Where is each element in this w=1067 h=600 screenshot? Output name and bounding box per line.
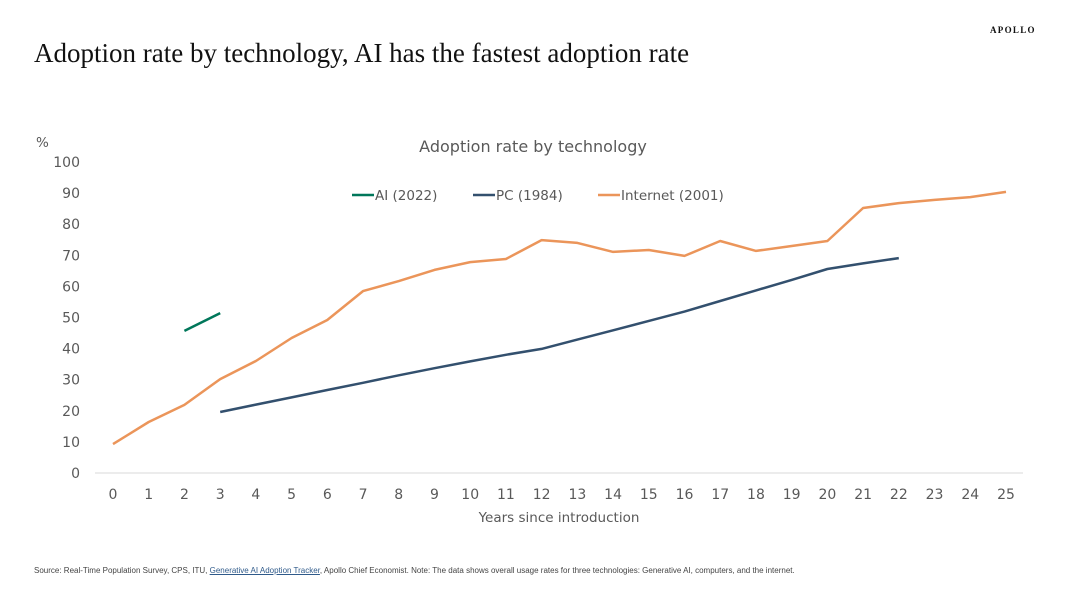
y-tick-label: 100: [53, 155, 80, 171]
x-tick-label: 11: [497, 487, 515, 503]
apollo-logo: APOLLO: [990, 25, 1036, 35]
x-tick-label: 9: [430, 487, 439, 503]
legend: AI (2022) PC (1984) Internet (2001): [352, 188, 724, 204]
x-axis-label: Years since introduction: [478, 510, 640, 526]
y-tick-label: 60: [62, 279, 80, 295]
source-note: Source: Real-Time Population Survey, CPS…: [34, 566, 795, 575]
y-tick-label: 40: [62, 342, 80, 358]
y-tick-label: 90: [62, 186, 80, 202]
y-tick-label: 20: [62, 404, 80, 420]
x-axis-ticks: 0 1 2 3 4 5 6 7 8 9 10 11 12 13 14 15 16 17 18 19 20 21 22 23 24…: [109, 487, 1015, 503]
x-tick-label: 7: [359, 487, 368, 503]
x-tick-label: 13: [568, 487, 586, 503]
x-tick-label: 3: [216, 487, 225, 503]
y-tick-label: 70: [62, 248, 80, 264]
legend-label: AI (2022): [375, 188, 437, 204]
y-tick-label: 30: [62, 373, 80, 389]
x-tick-label: 17: [711, 487, 729, 503]
x-tick-label: 16: [676, 487, 694, 503]
x-tick-label: 19: [783, 487, 801, 503]
series-line-ai-2022: [183, 311, 221, 333]
series-line-internet-2001: [112, 190, 1007, 446]
y-axis-ticks: 0 10 20 30 40 50 60 70 80 90 100: [53, 155, 80, 482]
y-tick-label: 10: [62, 435, 80, 451]
x-tick-label: 0: [109, 487, 118, 503]
y-axis-label: %: [36, 135, 49, 151]
x-tick-label: 22: [890, 487, 908, 503]
x-tick-label: 18: [747, 487, 765, 503]
x-tick-label: 15: [640, 487, 658, 503]
series-group: [112, 190, 1007, 446]
x-tick-label: 4: [251, 487, 260, 503]
x-tick-label: 6: [323, 487, 332, 503]
chart-title: Adoption rate by technology: [419, 137, 647, 156]
legend-item: PC (1984): [473, 188, 563, 204]
legend-item: Internet (2001): [598, 188, 724, 204]
series-line-pc-1984: [219, 256, 899, 414]
source-link[interactable]: Generative AI Adoption Tracker: [209, 566, 320, 575]
y-tick-label: 0: [71, 466, 80, 482]
x-tick-label: 24: [961, 487, 979, 503]
y-tick-label: 50: [62, 311, 80, 327]
legend-label: PC (1984): [496, 188, 563, 204]
y-tick-label: 80: [62, 217, 80, 233]
page-title: Adoption rate by technology, AI has the …: [34, 38, 690, 68]
x-tick-label: 10: [461, 487, 479, 503]
x-tick-label: 8: [394, 487, 403, 503]
x-tick-label: 14: [604, 487, 622, 503]
x-tick-label: 1: [144, 487, 153, 503]
legend-item: AI (2022): [352, 188, 437, 204]
x-tick-label: 21: [854, 487, 872, 503]
source-suffix: , Apollo Chief Economist. Note: The data…: [319, 566, 795, 575]
x-tick-label: 25: [997, 487, 1015, 503]
x-tick-label: 2: [180, 487, 189, 503]
x-tick-label: 12: [533, 487, 551, 503]
legend-label: Internet (2001): [621, 188, 724, 204]
x-tick-label: 20: [818, 487, 836, 503]
source-prefix: Source: Real-Time Population Survey, CPS…: [34, 566, 210, 575]
x-tick-label: 5: [287, 487, 296, 503]
x-tick-label: 23: [926, 487, 944, 503]
